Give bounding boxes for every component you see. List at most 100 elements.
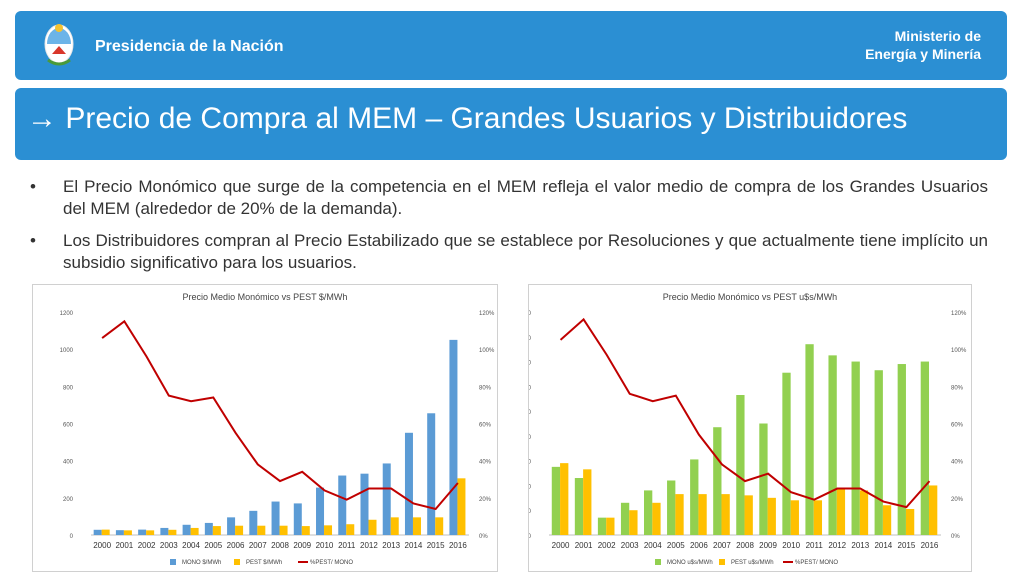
chart-dollars-bar-pest (905, 508, 915, 535)
chart-dollars-x-tick-label: 2000 (552, 541, 570, 550)
chart-pesos-bar-pest (390, 517, 399, 535)
chart-pesos-x-tick-label: 2016 (449, 541, 467, 550)
chart-dollars-x-tick-label: 2006 (690, 541, 708, 550)
chart-dollars-bar-pest (629, 510, 638, 535)
chart-dollars-y-tick-label: 0 (529, 534, 532, 540)
chart-pesos-bar-pest (279, 525, 288, 535)
chart-dollars-bar-mono (713, 427, 722, 535)
chart-dollars-bar-mono (782, 372, 791, 535)
chart-pesos-x-tick-label: 2002 (138, 541, 156, 550)
chart-pesos-x-tick-label: 2003 (160, 541, 178, 550)
chart-pesos-x-tick-label: 2011 (338, 541, 356, 550)
chart-pesos-line-ratio (101, 319, 459, 511)
chart-pesos-bar-mono (360, 473, 369, 535)
chart-dollars-bar-pest (929, 485, 938, 535)
chart-dollars-bar-pest (813, 500, 823, 535)
chart-dollars-y-tick-label: 80 (529, 336, 532, 342)
chart-pesos-legend-label: MONO $/MWh (182, 560, 221, 566)
chart-pesos-x-tick-label: 2001 (115, 541, 133, 550)
chart-dollars-legend-label: MONO u$s/MWh (667, 560, 713, 566)
ministry-line-1: Ministerio de (894, 28, 981, 44)
chart-pesos-x-tick-label: 2012 (360, 541, 378, 550)
chart-pesos-y2-tick-label: 40% (479, 460, 492, 466)
chart-pesos-bar-mono (138, 529, 147, 535)
bullet-symbol: • (30, 231, 36, 250)
chart-dollars-bar-mono (690, 459, 699, 535)
chart-dollars-bar-mono (759, 423, 768, 535)
chart-dollars-bar-pest (606, 517, 615, 535)
chart-dollars-bar-mono (920, 361, 930, 535)
chart-pesos-bar-mono (271, 501, 280, 535)
chart-pesos-bar-pest (457, 478, 466, 535)
chart-pesos-bar-pest (412, 517, 421, 535)
chart-dollars-bar-mono (897, 364, 906, 535)
chart-pesos-x-tick-label: 2005 (204, 541, 222, 550)
chart-pesos-bar-mono (338, 475, 347, 535)
chart-pesos-bar-mono (449, 339, 458, 535)
chart-dollars: Precio Medio Monómico vs PEST u$s/MWh 0 10… (528, 284, 972, 572)
chart-dollars-x-tick-label: 2014 (874, 541, 892, 550)
chart-dollars-y-tick-label: 30 (529, 460, 532, 466)
chart-dollars-x-tick-label: 2001 (575, 541, 593, 550)
chart-pesos-y2-tick-label: 120% (479, 311, 495, 317)
chart-pesos-y-tick-label: 400 (63, 460, 74, 466)
chart-dollars-y-tick-label: 10 (529, 509, 532, 515)
chart-dollars-y-tick-label: 20 (529, 484, 532, 490)
chart-dollars-y2-tick-label: 60% (951, 423, 964, 429)
chart-dollars-x-tick-label: 2008 (736, 541, 754, 550)
chart-pesos-x-tick-label: 2008 (271, 541, 289, 550)
chart-pesos-y-tick-label: 600 (63, 423, 74, 429)
chart-pesos-bar-mono (160, 527, 169, 535)
chart-pesos-y-tick-label: 1000 (60, 348, 74, 354)
chart-dollars-bar-pest (675, 494, 684, 535)
chart-pesos-x-tick-label: 2004 (182, 541, 200, 550)
chart-dollars-legend-label: PEST u$s/MWh (731, 560, 774, 566)
bullet-item: • Los Distribuidores compran al Precio Es… (30, 230, 988, 274)
chart-dollars-bar-mono (574, 478, 584, 535)
chart-dollars-bar-pest (767, 497, 776, 535)
chart-dollars-x-tick-label: 2003 (621, 541, 639, 550)
chart-pesos-legend-swatch (234, 559, 240, 565)
bullet-text: El Precio Monómico que surge de la compe… (63, 177, 988, 218)
chart-dollars-y2-tick-label: 80% (951, 385, 964, 391)
chart-dollars-bar-mono (851, 361, 860, 535)
chart-pesos-x-tick-label: 2000 (93, 541, 111, 550)
chart-pesos-y2-tick-label: 0% (479, 534, 488, 540)
chart-dollars-bar-pest (721, 494, 730, 535)
chart-dollars-x-tick-label: 2012 (828, 541, 846, 550)
org-name: Presidencia de la Nación (95, 38, 284, 55)
chart-dollars-bar-mono (828, 355, 837, 535)
chart-dollars-x-tick-label: 2015 (898, 541, 916, 550)
title-bar: → Precio de Compra al MEM – Grandes Usua… (15, 88, 1007, 160)
chart-pesos: Precio Medio Monómico vs PEST $/MWh 0 200 4… (32, 284, 498, 572)
ministry-name: Ministerio de Energía y Minería (865, 27, 981, 63)
chart-dollars-bar-mono (597, 517, 607, 535)
chart-pesos-y-tick-label: 200 (63, 497, 74, 503)
chart-dollars-bar-pest (859, 490, 869, 535)
chart-dollars-x-tick-label: 2016 (921, 541, 939, 550)
chart-pesos-legend-label: PEST $/MWh (246, 560, 282, 566)
chart-pesos-legend-label: %PEST/ MONO (310, 560, 353, 566)
chart-pesos-bar-pest (168, 529, 177, 535)
chart-pesos-y2-tick-label: 100% (479, 348, 495, 354)
chart-dollars-bar-pest (583, 469, 592, 535)
chart-dollars-y-tick-label: 40 (529, 435, 532, 441)
chart-dollars-x-tick-label: 2009 (759, 541, 777, 550)
chart-pesos-x-tick-label: 2015 (427, 541, 445, 550)
chart-pesos-legend-swatch (170, 559, 176, 565)
chart-dollars-x-tick-label: 2002 (598, 541, 616, 550)
header-bar: Presidencia de la Nación Ministerio de E… (15, 11, 1007, 80)
chart-pesos-x-tick-label: 2007 (249, 541, 267, 550)
chart-pesos-bar-pest (101, 529, 110, 535)
chart-pesos-bar-mono (93, 529, 102, 535)
chart-pesos-x-tick-label: 2009 (293, 541, 311, 550)
chart-pesos-bar-pest (212, 526, 221, 535)
chart-pesos-x-tick-label: 2014 (405, 541, 423, 550)
ministry-line-2: Energía y Minería (865, 46, 981, 62)
chart-dollars-y2-tick-label: 40% (951, 460, 964, 466)
chart-dollars-y2-tick-label: 100% (951, 348, 967, 354)
chart-dollars-bar-mono (736, 395, 745, 535)
chart-pesos-y-tick-label: 1200 (60, 311, 74, 317)
chart-pesos-x-tick-label: 2006 (227, 541, 245, 550)
chart-pesos-bar-pest (123, 530, 132, 535)
